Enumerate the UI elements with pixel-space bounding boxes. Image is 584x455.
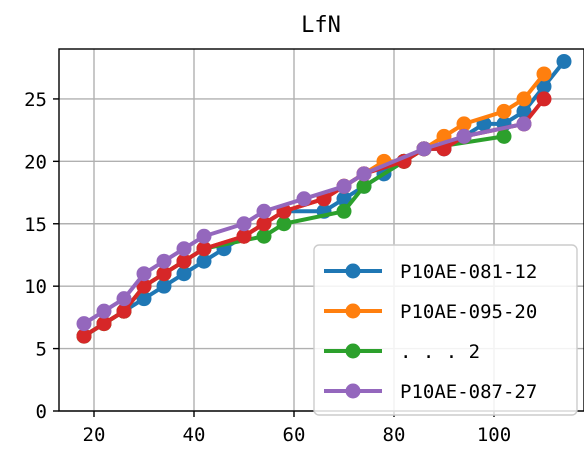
data-point: [156, 253, 172, 269]
x-tick-label: 40: [183, 424, 206, 446]
data-point: [156, 278, 172, 294]
data-point: [536, 66, 552, 82]
x-tick-label: 100: [477, 424, 511, 446]
data-point: [116, 303, 132, 319]
data-point: [516, 116, 532, 132]
y-tick-label: 20: [24, 151, 47, 173]
chart-title: LfN: [301, 13, 341, 38]
data-point: [516, 91, 532, 107]
legend-marker: [345, 303, 361, 319]
data-point: [116, 291, 132, 307]
data-point: [176, 241, 192, 257]
x-tick-label: 20: [83, 424, 106, 446]
data-point: [556, 53, 572, 69]
legend-entry: P10AE-081-12: [324, 261, 537, 283]
data-point: [236, 228, 252, 244]
data-point: [176, 253, 192, 269]
data-point: [136, 291, 152, 307]
y-tick-label: 15: [24, 214, 47, 236]
y-tick-label: 5: [36, 339, 47, 361]
data-point: [256, 216, 272, 232]
data-point: [496, 103, 512, 119]
series-layer: [76, 53, 572, 344]
legend-marker: [345, 343, 361, 359]
data-point: [96, 316, 112, 332]
data-point: [176, 266, 192, 282]
data-point: [336, 178, 352, 194]
data-point: [516, 103, 532, 119]
data-point: [76, 316, 92, 332]
legend-box: [313, 244, 578, 416]
legend-marker: [345, 383, 361, 399]
legend-entry: P10AE-087-27: [324, 381, 537, 403]
data-point: [276, 216, 292, 232]
data-point: [416, 141, 432, 157]
data-point: [156, 266, 172, 282]
data-point: [496, 128, 512, 144]
axis-ticks: 20 40 60 80 100 0 5 10 15 20 25: [24, 89, 511, 446]
data-point: [96, 303, 112, 319]
data-point: [236, 216, 252, 232]
legend-entry: P10AE-095-20: [324, 301, 537, 323]
legend-marker: [345, 263, 361, 279]
data-point: [356, 166, 372, 182]
legend-entry: . . . 2: [324, 341, 480, 363]
data-point: [136, 278, 152, 294]
legend-label: . . . 2: [400, 341, 480, 363]
data-point: [356, 178, 372, 194]
y-tick-label: 10: [24, 276, 47, 298]
data-point: [136, 266, 152, 282]
y-tick-label: 25: [24, 89, 47, 111]
data-point: [336, 203, 352, 219]
data-point: [196, 253, 212, 269]
legend-label: P10AE-095-20: [400, 301, 537, 323]
data-point: [456, 128, 472, 144]
data-point: [196, 241, 212, 257]
legend-label: P10AE-081-12: [400, 261, 537, 283]
series-5: [76, 116, 532, 332]
y-tick-label: 0: [36, 401, 47, 423]
data-point: [536, 91, 552, 107]
data-point: [256, 203, 272, 219]
x-tick-label: 80: [383, 424, 406, 446]
x-tick-label: 60: [283, 424, 306, 446]
data-point: [76, 328, 92, 344]
legend-label: P10AE-087-27: [400, 381, 537, 403]
data-point: [256, 228, 272, 244]
data-point: [336, 191, 352, 207]
legend: P10AE-081-12 P10AE-095-20 . . . 2 P10AE-087…: [313, 244, 578, 416]
data-point: [296, 191, 312, 207]
data-point: [536, 78, 552, 94]
data-point: [456, 116, 472, 132]
data-point: [196, 228, 212, 244]
